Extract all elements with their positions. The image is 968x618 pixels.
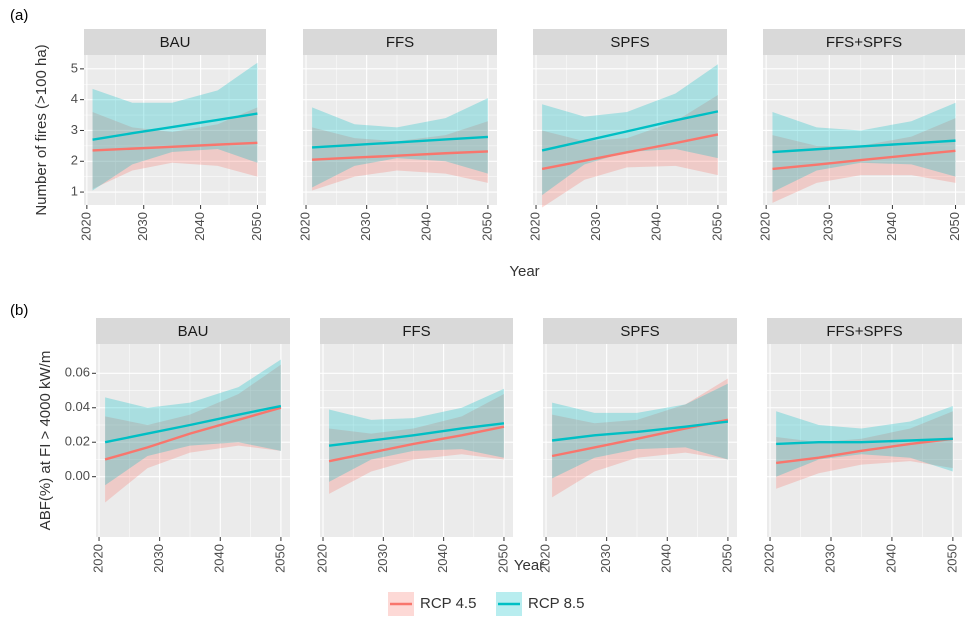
facet-title: BAU [178,323,209,340]
strip [767,318,962,344]
facet-title: FFS [402,323,430,340]
line [775,437,954,465]
x-tick-label: 2020 [314,544,329,573]
line [312,135,488,149]
line [776,437,953,446]
y-tick-label: 0.06 [65,365,90,380]
y-axis-label: Number of fires (>100 ha) [33,44,50,215]
facet-title: FFS+SPFS [826,323,902,340]
strip [96,318,290,344]
x-tick-label: 2050 [272,544,287,573]
x-tick-label: 2050 [944,544,959,573]
x-tick-label: 2030 [375,544,390,573]
x-tick-label: 2020 [527,212,542,241]
x-tick-label: 2040 [212,544,227,573]
y-axis-label: ABF(%) at FI > 4000 kW/m [37,351,54,531]
line [312,150,488,161]
panel [543,344,737,537]
line [92,141,258,152]
y-tick-label: 0.04 [65,399,90,414]
strip [84,29,266,55]
x-tick-label: 2050 [719,544,734,573]
x-tick-label: 2020 [90,544,105,573]
y-tick-label: 0.00 [65,468,90,483]
line [328,425,505,463]
line [104,404,282,444]
x-tick-label: 2040 [884,212,899,241]
panel [96,344,290,537]
panel-label: (b) [10,302,28,319]
x-tick-label: 2020 [758,212,773,241]
legend-label: RCP 4.5 [420,595,476,612]
line [328,422,505,447]
confidence-band [92,107,258,189]
x-tick-label: 2030 [588,212,603,241]
strip [303,29,497,55]
line [104,406,282,461]
line [541,133,719,171]
x-tick-label: 2030 [822,544,837,573]
x-tick-label: 2020 [537,544,552,573]
facet-title: SPFS [610,34,649,51]
facet-title: FFS+SPFS [826,34,902,51]
x-tick-label: 2030 [135,212,150,241]
y-tick-label: 2 [71,153,78,168]
strip [543,318,737,344]
x-tick-label: 2050 [709,212,724,241]
line [772,139,956,154]
x-tick-label: 2050 [249,212,264,241]
y-tick-label: 5 [71,60,78,75]
facet-title: SPFS [620,323,659,340]
x-tick-label: 2030 [598,544,613,573]
x-tick-label: 2040 [419,212,434,241]
line [772,149,956,171]
x-tick-label: 2040 [435,544,450,573]
x-tick-label: 2020 [78,212,93,241]
panel-label: (a) [10,7,28,24]
x-axis-label: Year [514,557,544,574]
confidence-band [105,359,281,486]
y-tick-label: 0.02 [65,434,90,449]
strip [320,318,513,344]
x-tick-label: 2040 [649,212,664,241]
x-tick-label: 2020 [297,212,312,241]
line [541,110,719,152]
facet-title: FFS [386,34,414,51]
x-tick-label: 2040 [659,544,674,573]
x-tick-label: 2030 [821,212,836,241]
line [551,420,729,442]
y-tick-label: 1 [71,184,78,199]
y-tick-label: 4 [71,91,78,106]
x-tick-label: 2020 [761,544,776,573]
strip [763,29,965,55]
x-tick-label: 2030 [151,544,166,573]
x-tick-label: 2040 [192,212,207,241]
line [92,112,258,141]
legend-label: RCP 8.5 [528,595,584,612]
x-tick-label: 2040 [883,544,898,573]
x-tick-label: 2050 [479,212,494,241]
y-tick-label: 3 [71,122,78,137]
x-tick-label: 2030 [358,212,373,241]
panel [320,344,513,537]
strip [533,29,727,55]
facet-title: BAU [160,34,191,51]
x-tick-label: 2050 [947,212,962,241]
x-axis-label: Year [509,263,539,280]
x-tick-label: 2050 [495,544,510,573]
